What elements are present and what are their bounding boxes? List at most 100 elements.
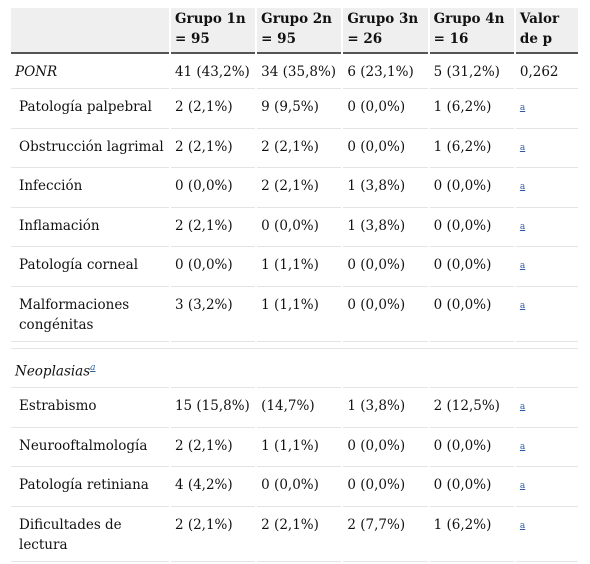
table-row: Infección 0 (0,0%) 2 (2,1%) 1 (3,8%) 0 (0,0%…: [11, 170, 578, 208]
row-value: 2 (2,1%): [170, 210, 256, 247]
row-p-value: a: [515, 91, 578, 129]
row-value: 0 (0,0%): [343, 430, 428, 467]
row-p-value: a: [515, 210, 578, 247]
row-value: 0 (0,0%): [429, 289, 514, 342]
footnote-mark: a: [520, 439, 525, 452]
footnote-link[interactable]: a: [519, 402, 526, 412]
row-label: Malformaciones congénitas: [11, 289, 169, 342]
row-p-value: a: [515, 170, 578, 208]
header-row: Grupo 1n = 95 Grupo 2n = 95 Grupo 3n = 2…: [11, 8, 578, 54]
row-value: (14,7%): [257, 390, 342, 428]
row-value: 2 (2,1%): [257, 170, 342, 208]
row-value: 2 (2,1%): [170, 131, 256, 168]
footnote-link[interactable]: a: [519, 142, 526, 153]
row-value: 0 (0,0%): [429, 430, 514, 467]
footnote-link[interactable]: a: [90, 362, 96, 373]
row-value: 1 (3,8%): [343, 170, 428, 208]
spacer-cell: [11, 344, 578, 349]
table-row: Dificultades de lectura 2 (2,1%) 2 (2,1%) 2…: [11, 509, 578, 562]
footnote-link[interactable]: a: [519, 300, 526, 311]
group-value-cell: [343, 351, 428, 388]
row-value: 0 (0,0%): [257, 210, 342, 247]
footnote-link[interactable]: a: [519, 520, 526, 531]
table-row: Inflamación 2 (2,1%) 0 (0,0%) 1 (3,8%) 0 (0,…: [11, 210, 578, 247]
row-value: 2 (2,1%): [170, 509, 256, 562]
group-value-cell: 5 (31,2%): [429, 56, 514, 89]
table-row: Patología corneal 0 (0,0%) 1 (1,1%) 0 (0,0%…: [11, 249, 578, 287]
row-value: 2 (2,1%): [170, 430, 256, 467]
row-value: 0 (0,0%): [429, 210, 514, 247]
header-grupo-2: Grupo 2n = 95: [257, 8, 342, 54]
group-value-cell: [429, 351, 514, 388]
table-row: Estrabismo 15 (15,8%) (14,7%) 1 (3,8%) 2 (12…: [11, 390, 578, 428]
header-grupo-1: Grupo 1n = 95: [170, 8, 256, 54]
row-value: 3 (3,2%): [170, 289, 256, 342]
group-title: PONR: [15, 64, 58, 80]
row-value: 1 (1,1%): [257, 430, 342, 467]
footnote-link[interactable]: a: [519, 103, 526, 113]
row-label: Dificultades de lectura: [11, 509, 169, 562]
group-value-cell: 34 (35,8%): [257, 56, 342, 89]
row-value: 0 (0,0%): [343, 91, 428, 129]
table-row: Patología retiniana 4 (4,2%) 0 (0,0%) 0 (0,…: [11, 469, 578, 507]
group-value-cell: 41 (43,2%): [170, 56, 256, 89]
row-p-value: a: [515, 289, 578, 342]
footnote-link[interactable]: a: [519, 261, 526, 271]
footnote-mark: a: [520, 140, 525, 153]
group-value-cell: 0,262: [515, 56, 578, 89]
group-title-cell: Neoplasiasa: [11, 351, 169, 388]
row-p-value: a: [515, 249, 578, 287]
footnote-mark: a: [520, 478, 525, 491]
row-value: 0 (0,0%): [343, 131, 428, 168]
footnote-link[interactable]: a: [519, 221, 526, 232]
results-table: Grupo 1n = 95 Grupo 2n = 95 Grupo 3n = 2…: [9, 6, 580, 564]
footnote-link[interactable]: a: [519, 441, 526, 452]
footnote-mark: a: [520, 298, 525, 311]
group-title-cell: PONR: [11, 56, 169, 89]
row-label: Patología palpebral: [11, 91, 169, 129]
header-grupo-4: Grupo 4n = 16: [429, 8, 514, 54]
footnote-mark: a: [520, 518, 525, 531]
footnote-link[interactable]: a: [519, 182, 526, 192]
group-row: PONR 41 (43,2%) 34 (35,8%) 6 (23,1%) 5 (31,2…: [11, 56, 578, 89]
table-body: PONR 41 (43,2%) 34 (35,8%) 6 (23,1%) 5 (31,2…: [11, 56, 578, 562]
footnote-mark: a: [520, 100, 525, 113]
table-row: Obstrucción lagrimal 2 (2,1%) 2 (2,1%) 0 (0…: [11, 131, 578, 168]
row-value: 1 (1,1%): [257, 249, 342, 287]
footnote-mark: a: [520, 258, 525, 271]
row-value: 0 (0,0%): [343, 289, 428, 342]
footnote-mark: a: [520, 179, 525, 192]
row-p-value: a: [515, 469, 578, 507]
row-p-value: a: [515, 131, 578, 168]
table-row: Malformaciones congénitas 3 (3,2%) 1 (1,1%…: [11, 289, 578, 342]
footnote-link[interactable]: a: [519, 481, 526, 491]
footnote-mark: a: [520, 219, 525, 232]
row-label: Estrabismo: [11, 390, 169, 428]
row-label: Infección: [11, 170, 169, 208]
spacer-row: [11, 344, 578, 349]
row-value: 0 (0,0%): [257, 469, 342, 507]
row-value: 0 (0,0%): [170, 249, 256, 287]
header-grupo-3: Grupo 3n = 26: [343, 8, 428, 54]
row-value: 2 (2,1%): [257, 131, 342, 168]
row-value: 4 (4,2%): [170, 469, 256, 507]
group-row: Neoplasiasa: [11, 351, 578, 388]
row-value: 1 (6,2%): [429, 91, 514, 129]
header-valor-p: Valor de p: [515, 8, 578, 54]
row-label: Obstrucción lagrimal: [11, 131, 169, 168]
row-value: 2 (7,7%): [343, 509, 428, 562]
results-table-container: Grupo 1n = 95 Grupo 2n = 95 Grupo 3n = 2…: [9, 6, 580, 564]
header-empty: [11, 8, 169, 54]
row-value: 0 (0,0%): [429, 170, 514, 208]
group-value-cell: [257, 351, 342, 388]
row-label: Inflamación: [11, 210, 169, 247]
row-value: 0 (0,0%): [170, 170, 256, 208]
group-title-note: a: [90, 360, 95, 373]
row-p-value: a: [515, 390, 578, 428]
group-title: Neoplasias: [15, 363, 91, 379]
row-value: 1 (3,8%): [343, 210, 428, 247]
row-value: 1 (6,2%): [429, 509, 514, 562]
row-value: 1 (1,1%): [257, 289, 342, 342]
group-value-cell: [515, 351, 578, 388]
row-p-value: a: [515, 430, 578, 467]
